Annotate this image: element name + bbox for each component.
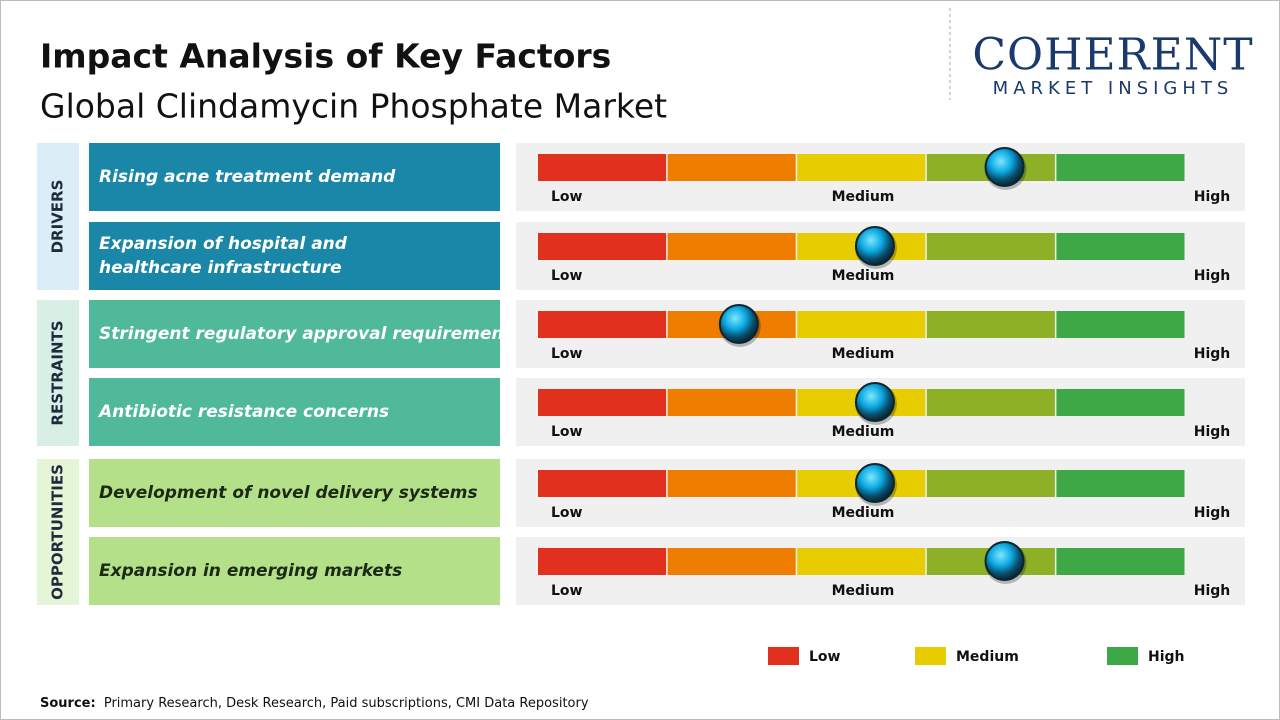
group-label: RESTRAINTS [49,320,67,425]
gauge-segment [926,311,1055,338]
factor-label: Antibiotic resistance concerns [97,402,389,422]
gauge-segment [1056,311,1185,338]
factor-label: Expansion of hospital and healthcare infr… [99,234,348,278]
legend: Low Medium High [768,647,1185,665]
gauge-segment [538,311,667,338]
gauge-segment [926,233,1055,260]
scale-label: Low [551,583,583,599]
gauge-segment [538,154,667,181]
gauge-segment [538,233,667,260]
scale-label: High [1194,424,1231,440]
factor-label: Expansion in emerging markets [99,561,402,581]
legend-swatch [768,647,799,665]
factor-label: Stringent regulatory approval requiremen… [99,324,522,344]
gauge-segment [797,311,926,338]
group-label: OPPORTUNITIES [49,464,67,600]
scale-label: Low [551,424,583,440]
scale-label: High [1194,505,1231,521]
scale-label: Low [551,346,583,362]
gauge-segment [797,548,926,575]
factor-label: Development of novel delivery systems [99,483,478,503]
factor-box [89,300,500,368]
group-band [37,143,79,290]
impact-knob [854,463,895,503]
logo-main: COHERENT [972,30,1253,81]
source-label: Source: [40,696,96,711]
gauge-segment [538,470,667,497]
group-label: DRIVERS [49,180,67,254]
factor-box [89,378,500,446]
gauge-segment [667,233,796,260]
factor-box [89,143,500,211]
scale-label: High [1194,346,1231,362]
factor-box [89,222,500,290]
gauge-segment [667,548,796,575]
gauge-segment [1056,548,1185,575]
gauge-segment [667,389,796,416]
gauge-segment [1056,470,1185,497]
scale-label: High [1194,268,1231,284]
legend-label: Medium [956,649,1019,665]
impact-knob [984,541,1025,581]
factor-label: Rising acne treatment demand [99,167,396,187]
gauge-segment [538,548,667,575]
scale-label: Low [551,268,583,284]
legend-label: High [1148,649,1185,665]
factor-label-line: Expansion of hospital and [99,234,348,254]
gauge-segment [667,470,796,497]
factor-box [89,537,500,605]
scale-label: Low [551,505,583,521]
scale-label: Medium [832,189,895,205]
legend-swatch [915,647,946,665]
gauge-segment [538,389,667,416]
subtitle: Global Clindamycin Phosphate Market [40,87,667,126]
scale-label: Medium [832,583,895,599]
gauge-segment [926,470,1055,497]
group-band [37,300,79,446]
logo-sub: MARKET INSIGHTS [993,78,1234,99]
gauge-segment [1056,233,1185,260]
scale-label: High [1194,189,1231,205]
title: Impact Analysis of Key Factors [40,37,611,76]
scale-label: Low [551,189,583,205]
legend-label: Low [809,649,841,665]
gauge-segment [1056,389,1185,416]
impact-knob [854,226,895,266]
impact-knob [984,147,1025,187]
gauge-segment [667,154,796,181]
impact-knob [718,304,759,344]
gauge-segment [1056,154,1185,181]
scale-label: Medium [832,505,895,521]
factor-label-line: healthcare infrastructure [99,258,342,278]
gauge-segment [926,389,1055,416]
source-text: Primary Research, Desk Research, Paid su… [104,696,589,711]
source: Source: Primary Research, Desk Research,… [40,696,589,711]
legend-swatch [1107,647,1138,665]
impact-knob [854,382,895,422]
group-band [37,459,79,605]
rows: DRIVERS Rising acne treatment demand Low Me… [37,143,1245,605]
scale-label: Medium [832,268,895,284]
gauge-segment [797,154,926,181]
scale-label: Medium [832,424,895,440]
factor-box [89,459,500,527]
scale-label: Medium [832,346,895,362]
scale-label: High [1194,583,1231,599]
